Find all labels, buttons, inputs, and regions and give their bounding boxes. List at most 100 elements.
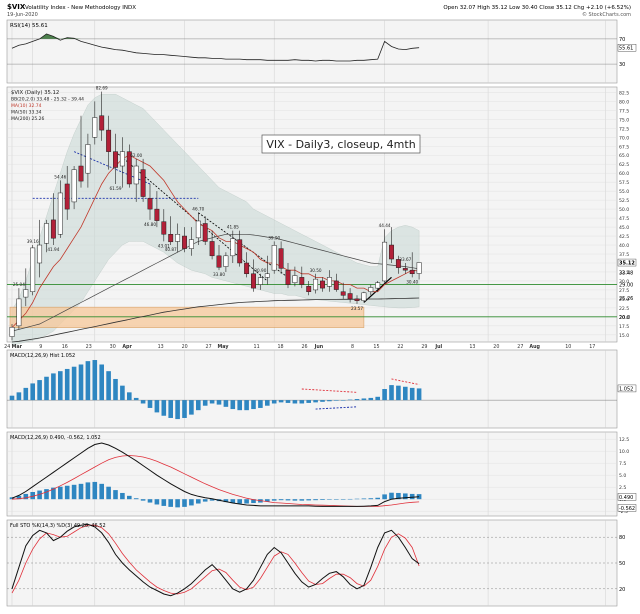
x-axis-tick: 23 — [86, 344, 92, 350]
price-data-label: 30.40 — [406, 279, 418, 284]
macd-histogram-bar — [237, 499, 242, 504]
chart-title: VIX - Daily3, closeup, 4mth — [266, 138, 415, 151]
price-axis-tick: 17.5 — [619, 324, 629, 330]
price-axis-tick: 30.0 — [619, 279, 629, 285]
price-axis-tick: 75.0 — [619, 117, 629, 123]
histogram-bar — [334, 400, 339, 401]
price-data-label: 62.00 — [130, 153, 142, 158]
candle-body — [395, 259, 401, 268]
rsi-overbought-fill — [12, 33, 420, 39]
candle-body — [133, 165, 139, 185]
macd-histogram-bar — [202, 499, 208, 502]
macd-histogram-bar — [37, 490, 42, 500]
x-axis-tick: 29 — [421, 344, 427, 350]
macd-histogram-bar — [9, 497, 15, 500]
candle-body — [326, 277, 332, 287]
histogram-bar — [361, 398, 367, 401]
price-axis-tick: 80.0 — [619, 99, 629, 105]
candle-body — [278, 248, 284, 269]
price-axis-tick: 55.0 — [619, 189, 629, 195]
macd-axis-tick: 2.5 — [619, 485, 626, 491]
price-legend-item: MA(50) 33.34 — [11, 110, 42, 116]
rsi-label-value-box — [617, 44, 637, 52]
price-axis-tick: 27.5 — [619, 288, 629, 294]
macd-histogram-bar — [292, 499, 298, 501]
macd-axis-tick: 12.5 — [619, 437, 629, 443]
watermark: © StockCharts.com — [582, 11, 631, 18]
price-legend-item: MA(200) 25.26 — [11, 116, 45, 122]
macd-histogram-bar — [403, 493, 408, 500]
macd-histogram-bar — [334, 499, 339, 500]
candle-body — [306, 286, 312, 292]
histogram-bar — [396, 385, 401, 401]
histogram-bar — [196, 400, 201, 411]
x-axis-tick: 30 — [110, 344, 116, 350]
histogram-bar — [368, 397, 374, 401]
price-axis-tick: 15.0 — [619, 333, 629, 339]
stoch-k-line — [11, 523, 420, 597]
histogram-bar — [154, 400, 160, 413]
price-axis-tick: 62.5 — [619, 162, 629, 168]
ma50-line — [11, 233, 420, 332]
histogram-bar — [320, 400, 325, 402]
histogram-bar — [278, 400, 284, 403]
x-axis-tick: 17 — [589, 344, 595, 350]
price-data-label: 46.80 — [144, 222, 156, 227]
x-axis-tick: 13 — [158, 344, 164, 350]
macd-histogram-bar — [99, 483, 104, 500]
candle-body — [223, 255, 229, 267]
stoch-label-50: 50 — [619, 561, 625, 567]
price-axis-tick: 77.5 — [619, 108, 629, 114]
x-axis-tick: 27 — [206, 344, 212, 350]
candle-body — [37, 244, 43, 264]
candle-body — [78, 165, 84, 182]
macd-histogram-bar — [271, 499, 277, 501]
histogram-bar — [16, 392, 22, 401]
candle-body — [333, 280, 339, 290]
candle-body — [16, 298, 22, 327]
rsi-label-30: 30 — [619, 62, 625, 68]
histogram-bar — [202, 400, 208, 406]
stoch-label-80: 80 — [619, 535, 625, 541]
candle-body — [230, 238, 236, 257]
candle-body — [23, 289, 29, 298]
macd-histogram-bar — [51, 487, 56, 500]
rsi-line — [11, 33, 420, 62]
support-zone — [9, 306, 365, 328]
histogram-bar — [327, 400, 332, 402]
price-axis-tick: 37.5 — [619, 252, 629, 258]
macd-histogram-bar — [175, 499, 180, 508]
price-axis-tick: 67.5 — [619, 144, 629, 150]
macd-histogram-bar — [16, 495, 22, 500]
candle-body — [347, 293, 353, 300]
macd-histogram-bar — [140, 499, 146, 501]
price-axis-tick: 32.5 — [619, 270, 629, 276]
candle-body — [85, 144, 91, 174]
rsi-title: RSI(14) 55.61 — [10, 23, 48, 29]
price-right-label: 25.26 — [619, 296, 633, 302]
histogram-bar — [285, 400, 291, 403]
macd-histogram-bar — [340, 499, 346, 500]
histogram-bar — [354, 399, 360, 401]
candle-body — [237, 239, 243, 264]
histogram-bar — [271, 400, 277, 404]
stoch-d-line — [11, 524, 420, 595]
macd-histogram-bar — [71, 484, 77, 500]
x-axis-tick: 20 — [182, 344, 188, 350]
price-axis-tick: 47.5 — [619, 216, 629, 222]
histogram-bar — [340, 400, 346, 401]
price-data-label: 54.46 — [54, 174, 66, 179]
candle-body — [119, 151, 125, 167]
panel-frame — [6, 431, 618, 517]
x-axis-tick: 24 — [4, 344, 10, 350]
histogram-bar — [133, 397, 139, 401]
macd-histogram-bar — [85, 482, 91, 500]
price-axis-tick: 22.5 — [619, 306, 629, 312]
macd-signal-value: -0.562 — [619, 506, 635, 512]
macd-histogram-bar — [327, 499, 332, 500]
candle-body — [244, 262, 250, 275]
price-data-label: 40.87 — [165, 247, 177, 252]
histogram-bar — [64, 368, 70, 401]
price-axis-tick: 20.0 — [619, 315, 629, 321]
